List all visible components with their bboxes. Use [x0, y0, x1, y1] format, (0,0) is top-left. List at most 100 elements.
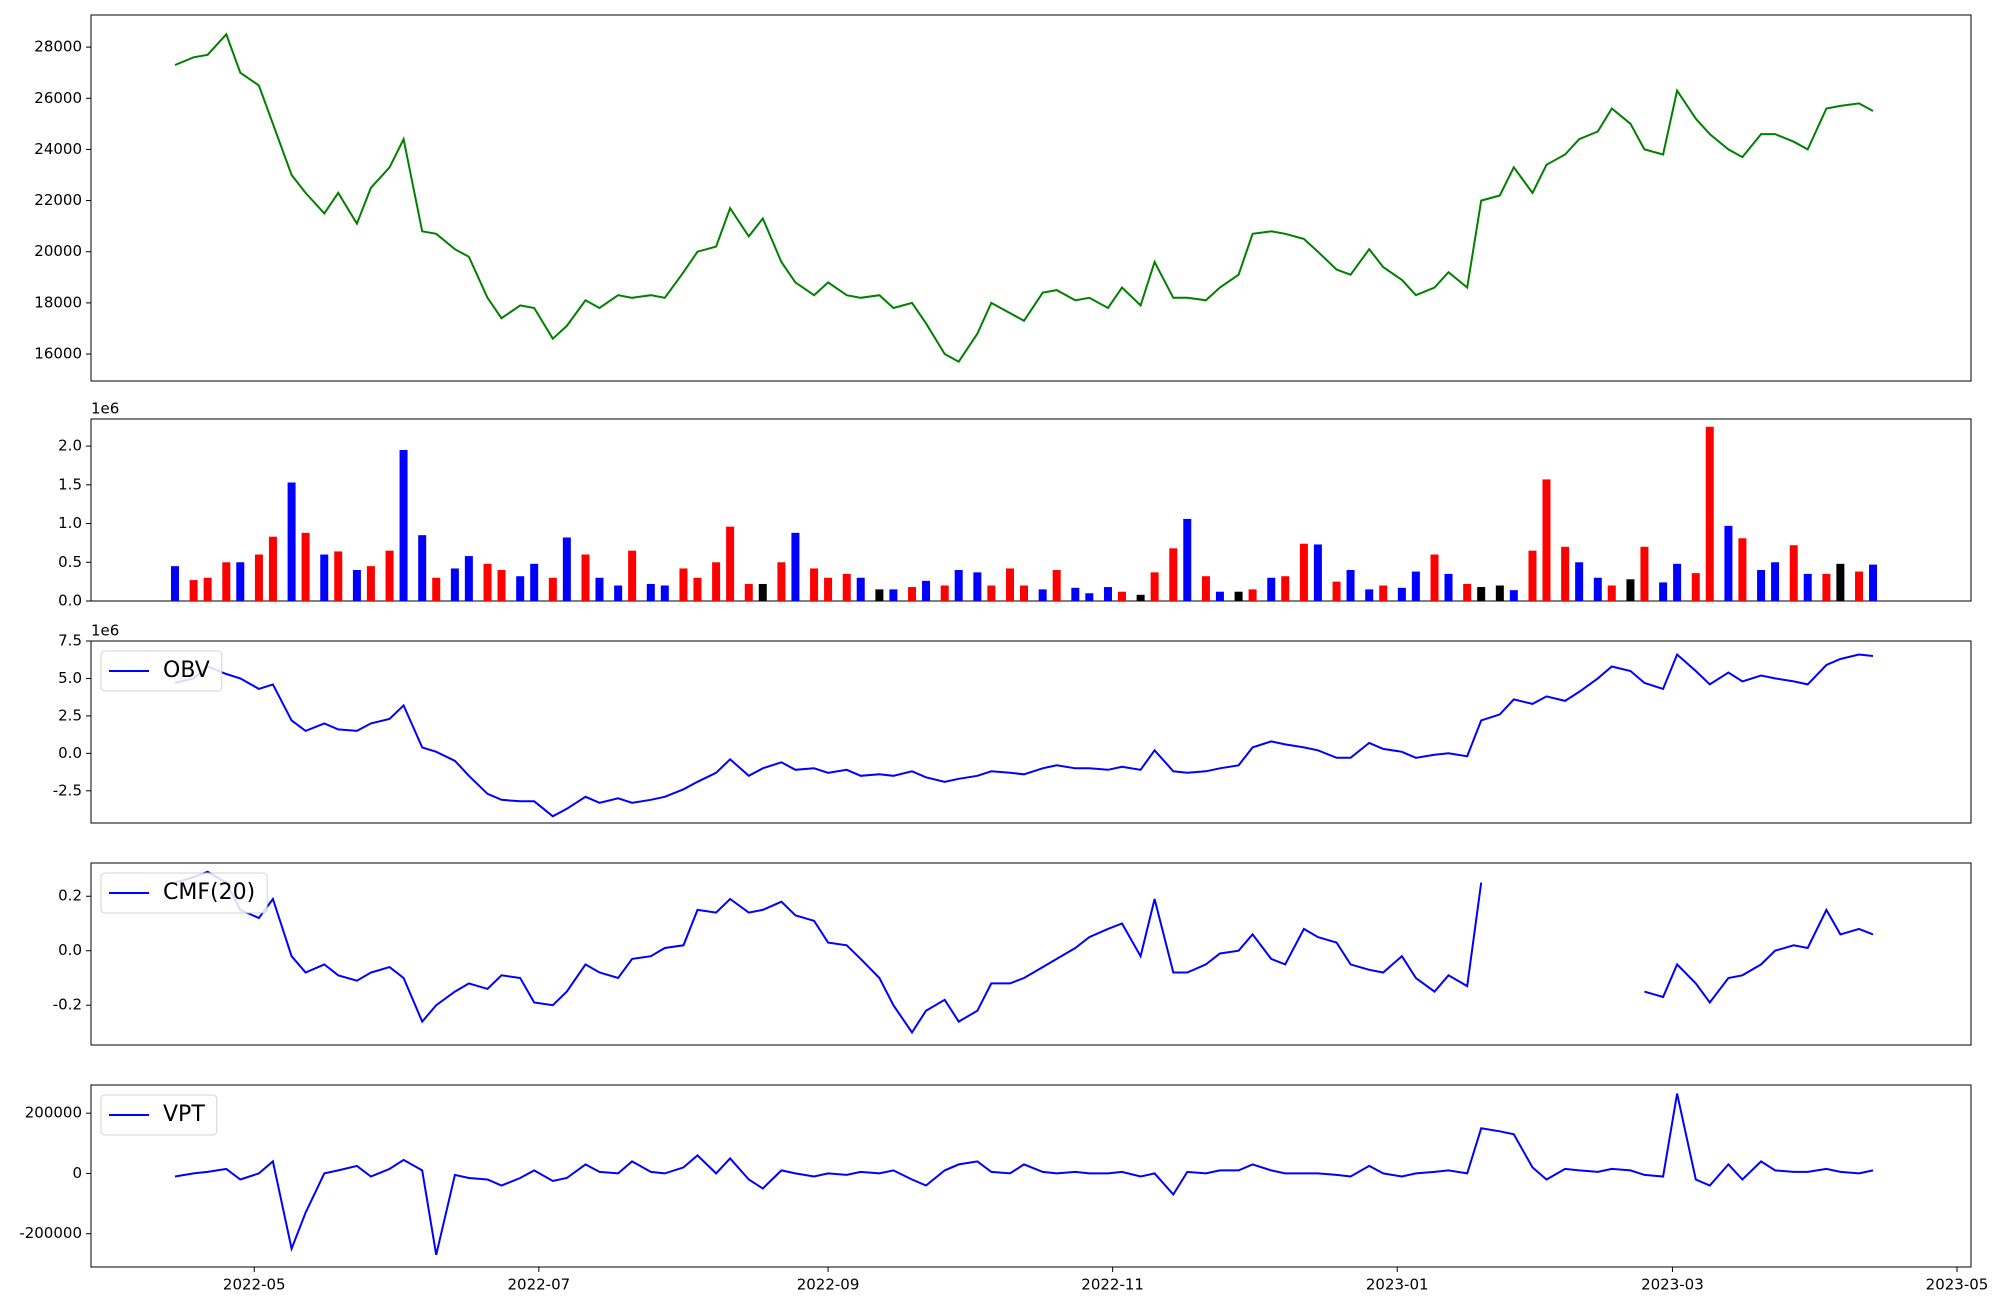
axes-frame — [90, 640, 1972, 824]
volume-bar — [1379, 585, 1388, 601]
legend-label: CMF(20) — [163, 880, 255, 905]
volume-bar — [1411, 571, 1420, 601]
legend-label: OBV — [163, 658, 210, 683]
volume-bar — [1299, 543, 1308, 601]
x-tick-label: 2023-03 — [1641, 1276, 1704, 1294]
volume-bar — [301, 532, 310, 601]
volume-bar — [1561, 546, 1570, 601]
volume-bar — [450, 568, 459, 601]
volume-bar — [366, 566, 375, 601]
volume-bar — [1332, 581, 1341, 601]
volume-bar — [268, 536, 277, 601]
volume-bar — [1169, 548, 1178, 601]
volume-bar — [595, 577, 604, 601]
volume-bar — [1397, 587, 1406, 601]
volume-bar — [1183, 518, 1192, 601]
y-tick-label: 7.5 — [58, 632, 82, 650]
volume-bar — [1150, 572, 1159, 601]
y-tick-label: 26000 — [34, 89, 82, 107]
y-tick-label: -0.2 — [53, 996, 82, 1014]
volume-bar — [1705, 426, 1714, 601]
x-tick-label: 2022-11 — [1081, 1276, 1144, 1294]
volume-bar — [758, 583, 767, 601]
volume-bar — [1640, 546, 1649, 601]
volume-bar — [940, 585, 949, 601]
volume-bar — [954, 570, 963, 601]
volume-bar — [1267, 577, 1276, 601]
volume-bar — [1365, 589, 1374, 601]
volume-bar — [1463, 583, 1472, 601]
volume-bar — [581, 554, 590, 601]
series-line — [174, 32, 1874, 364]
y-tick-label: 24000 — [34, 140, 82, 158]
y-tick-label: 2.5 — [58, 706, 82, 724]
volume-bar — [530, 563, 539, 601]
axes-frame — [90, 1084, 1972, 1268]
volume-bar — [1071, 587, 1080, 601]
volume-bar — [1607, 585, 1616, 601]
volume-bar — [987, 585, 996, 601]
volume-bar — [1201, 576, 1210, 601]
volume-bar — [418, 535, 427, 601]
volume-bar — [889, 589, 898, 601]
series-line — [174, 652, 1874, 818]
volume-bar — [628, 550, 637, 601]
volume-bar — [320, 554, 329, 601]
volume-bar — [1215, 591, 1224, 601]
volume-bar — [483, 563, 492, 601]
volume-bar — [777, 562, 786, 601]
volume-bar — [1803, 573, 1812, 601]
legend-box — [100, 872, 268, 914]
volume-bar — [1659, 582, 1668, 601]
volume-bar — [334, 551, 343, 601]
volume-bar — [791, 532, 800, 601]
volume-bar — [1575, 562, 1584, 601]
series-line — [174, 1093, 1874, 1256]
volume-bar — [236, 562, 245, 601]
volume-bar — [1430, 554, 1439, 601]
volume-bar — [810, 568, 819, 601]
volume-bar — [842, 573, 851, 601]
volume-bar — [189, 580, 198, 601]
volume-bar — [1103, 587, 1112, 601]
volume-bar — [1136, 594, 1145, 601]
y-tick-label: 22000 — [34, 191, 82, 209]
volume-bar — [1006, 568, 1015, 601]
y-tick-label: 1.5 — [58, 475, 82, 493]
y-tick-label: 0.0 — [58, 744, 82, 762]
volume-bar — [1117, 591, 1126, 601]
y-tick-label: 0 — [72, 1164, 82, 1182]
y-tick-label: -2.5 — [53, 781, 82, 799]
volume-bar — [1738, 538, 1747, 601]
volume-bar — [679, 568, 688, 601]
x-tick-label: 2022-07 — [507, 1276, 570, 1294]
legend-label: VPT — [163, 1102, 205, 1127]
y-tick-label: 16000 — [34, 345, 82, 363]
x-tick-label: 2022-05 — [223, 1276, 286, 1294]
volume-bar — [1346, 570, 1355, 601]
volume-bar — [399, 449, 408, 601]
volume-bar — [1234, 591, 1243, 601]
volume-bar — [1528, 550, 1537, 601]
volume-bar — [1855, 571, 1864, 601]
volume-bar — [726, 526, 735, 601]
y-tick-label: 0.2 — [58, 887, 82, 905]
volume-bar — [1542, 479, 1551, 601]
volume-bar — [973, 572, 982, 601]
y-tick-label: 5.0 — [58, 669, 82, 687]
y-tick-label: 0.0 — [58, 941, 82, 959]
volume-bar — [562, 537, 571, 601]
volume-bar — [1822, 573, 1831, 601]
volume-bar — [222, 562, 231, 601]
volume-bar — [432, 577, 441, 601]
volume-bar — [1691, 573, 1700, 601]
volume-bar — [693, 577, 702, 601]
volume-bar — [1771, 562, 1780, 601]
x-tick-label: 2023-01 — [1366, 1276, 1429, 1294]
volume-bar — [548, 577, 557, 601]
y-tick-label: 28000 — [34, 38, 82, 56]
volume-bar — [1020, 585, 1029, 601]
volume-bar — [1626, 579, 1635, 601]
volume-bar — [1477, 587, 1486, 601]
